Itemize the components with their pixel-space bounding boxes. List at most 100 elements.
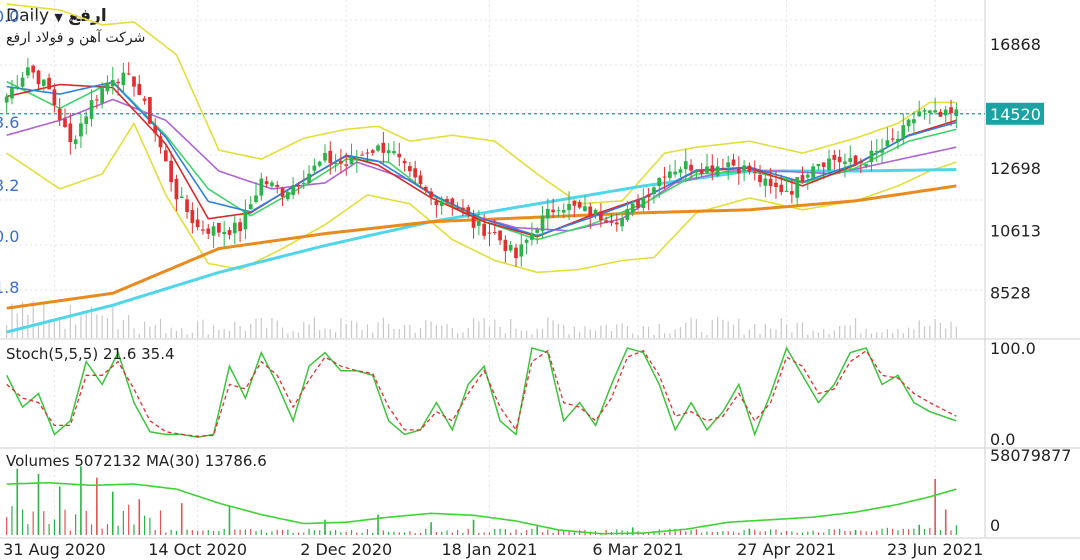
- price-volume-bar: [886, 329, 888, 338]
- price-tick-label: 16868: [990, 35, 1041, 54]
- volume-bar: [483, 532, 485, 535]
- price-volume-bar: [21, 301, 24, 338]
- price-volume-bar: [345, 323, 347, 338]
- candle-body: [832, 154, 837, 160]
- candle-body: [344, 164, 349, 166]
- volume-bar: [329, 530, 331, 535]
- price-volume-bar: [950, 321, 952, 338]
- candle-body: [646, 194, 651, 198]
- candle-body: [572, 200, 577, 206]
- price-volume-bar: [37, 324, 40, 338]
- candle-body: [949, 107, 953, 114]
- candle-body: [418, 175, 423, 185]
- candle-body: [100, 88, 105, 104]
- candle-body: [556, 210, 561, 212]
- candle-body: [217, 222, 221, 233]
- price-volume-bar: [478, 321, 480, 338]
- candle-body: [683, 161, 688, 170]
- price-volume-bar: [955, 326, 957, 338]
- volume-bar: [441, 531, 443, 535]
- price-volume-bar: [96, 314, 98, 338]
- candle-body: [567, 204, 571, 211]
- price-volume-bar: [669, 333, 671, 338]
- volume-bar: [128, 504, 130, 535]
- price-volume-bar: [388, 324, 390, 338]
- volume-bar: [90, 524, 93, 535]
- volume-bar: [552, 532, 554, 535]
- volume-bar: [478, 532, 480, 535]
- volume-tick-label: 58079877: [990, 446, 1071, 465]
- price-volume-bar: [149, 326, 151, 338]
- price-volume-bar: [510, 319, 512, 338]
- price-volume-bar: [488, 326, 491, 338]
- price-volume-bar: [584, 326, 586, 338]
- candle-body: [540, 215, 545, 232]
- price-volume-bar: [658, 323, 660, 338]
- candle-body: [381, 142, 386, 153]
- candle-body: [68, 123, 73, 143]
- volume-spike-bar: [111, 491, 114, 535]
- candle-body: [41, 79, 46, 86]
- price-volume-bar: [239, 326, 241, 338]
- volume-bar: [907, 529, 910, 535]
- price-volume-bar: [435, 325, 438, 338]
- volume-bar: [202, 530, 204, 535]
- price-volume-bar: [876, 332, 878, 338]
- price-volume-bar: [446, 324, 448, 338]
- volume-bar: [902, 528, 904, 535]
- price-volume-bar: [223, 328, 225, 338]
- price-volume-bar: [186, 334, 188, 338]
- candle-body: [535, 229, 540, 233]
- interval-label[interactable]: Daily: [6, 6, 50, 26]
- volume-bar: [266, 532, 268, 535]
- candle-body: [174, 178, 179, 200]
- volume-bar: [685, 531, 687, 535]
- volume-bar: [785, 530, 788, 535]
- price-volume-bar: [281, 327, 284, 338]
- stoch-k-line: [6, 346, 957, 438]
- price-volume-bar: [616, 324, 618, 338]
- price-volume-bar: [403, 324, 406, 338]
- price-volume-bar: [255, 319, 257, 338]
- candle-body: [774, 182, 778, 188]
- volume-bar: [950, 530, 952, 535]
- volume-bar: [281, 529, 284, 535]
- volume-bar: [716, 531, 719, 535]
- candle-body: [190, 210, 195, 224]
- price-volume-bar: [48, 319, 50, 338]
- candle-body: [57, 108, 62, 121]
- fib-level-label: 1.8: [0, 278, 19, 297]
- candle-body: [912, 119, 916, 124]
- candle-body: [392, 151, 396, 154]
- fib-level-label: 3.2: [0, 176, 19, 195]
- candle-body: [280, 188, 285, 197]
- candle-body: [52, 89, 57, 106]
- volume-spike-bar: [944, 509, 947, 535]
- price-volume-bar: [85, 312, 87, 338]
- volume-spike-bar: [748, 528, 751, 535]
- price-volume-bar: [59, 318, 61, 338]
- candle-body: [710, 165, 715, 173]
- stoch-label: Stoch(5,5,5) 21.6 35.4: [6, 345, 175, 363]
- price-volume-bar: [308, 324, 310, 338]
- price-volume-bar: [865, 328, 867, 338]
- candle-body: [408, 166, 412, 172]
- chevron-down-icon[interactable]: ▼: [54, 11, 63, 24]
- volume-bar: [759, 531, 761, 535]
- price-volume-bar: [785, 324, 788, 338]
- candle-body: [429, 191, 433, 198]
- volume-bar: [849, 531, 851, 535]
- volume-bar: [366, 529, 369, 535]
- price-volume-bar: [366, 324, 369, 338]
- volume-bar: [271, 531, 273, 535]
- price-volume-bar: [324, 328, 326, 338]
- candle-body: [943, 109, 948, 116]
- volume-bar: [159, 510, 162, 535]
- candle-body: [116, 81, 120, 84]
- volume-bar: [690, 530, 692, 535]
- candle-body: [354, 158, 359, 160]
- candle-body: [699, 169, 704, 174]
- volume-bar: [722, 531, 724, 535]
- candle-body: [461, 207, 465, 211]
